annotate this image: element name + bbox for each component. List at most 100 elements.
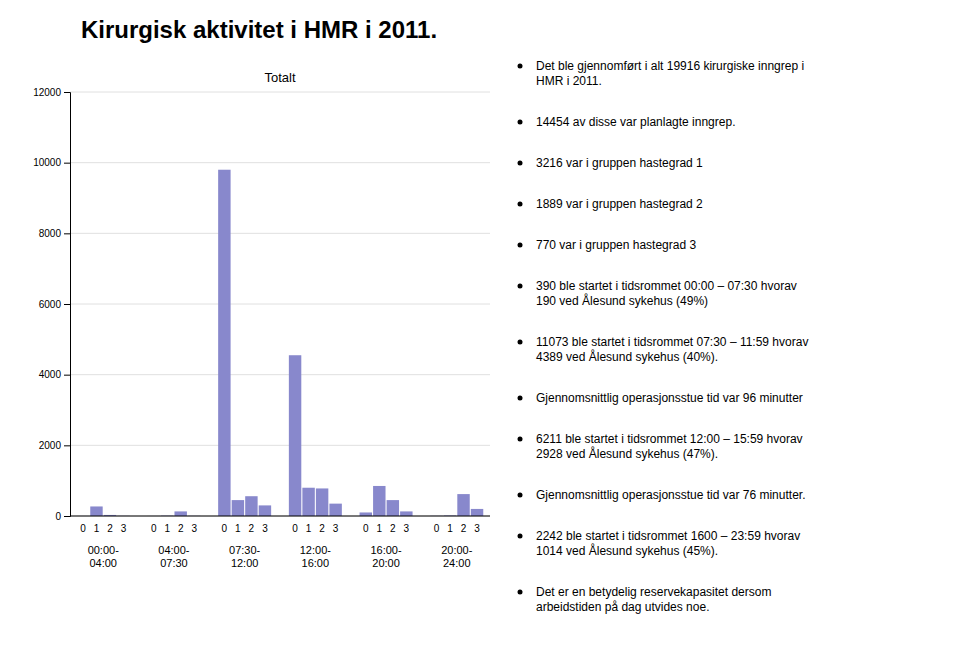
sub-label: 1 (447, 523, 453, 534)
bar (232, 500, 244, 516)
grid-line (70, 233, 490, 234)
sub-label: 1 (235, 523, 241, 534)
group-label-line: 24:00 (443, 557, 471, 569)
y-tick: 0 (55, 511, 70, 522)
bullet-text: 1889 var i gruppen hastegrad 2 (536, 197, 703, 211)
bullet-text-line: 1889 var i gruppen hastegrad 2 (536, 197, 703, 211)
bullet-dot (518, 590, 523, 595)
sub-label: 1 (94, 523, 100, 534)
bullet-text-line: 11073 ble startet i tidsrommet 07:30 – 1… (536, 335, 808, 349)
group-label-line: 00:00- (88, 544, 120, 556)
group-label: 20:00-24:00 (441, 544, 473, 569)
group-label-line: 07:30- (229, 544, 261, 556)
bullet-text-line: 190 ved Ålesund sykehus (49%) (536, 293, 708, 308)
y-tick-mark (64, 445, 70, 446)
grid (70, 92, 490, 516)
sub-label: 1 (164, 523, 170, 534)
bar (387, 500, 399, 516)
sub-label: 1 (306, 523, 312, 534)
sub-label: 3 (404, 523, 410, 534)
y-axis: 0 2000 4000 6000 8000 10000 12000 (33, 87, 70, 522)
y-tick-label: 12000 (33, 87, 61, 98)
bullet-text-line: Gjennomsnittlig operasjonsstue tid var 9… (536, 391, 803, 405)
bullet-dot (518, 437, 523, 442)
y-tick-mark (64, 92, 70, 93)
bullet-text-line: 770 var i gruppen hastegrad 3 (536, 238, 696, 252)
y-tick-label: 2000 (39, 440, 62, 451)
grid-line (70, 445, 490, 446)
group-label: 16:00-20:00 (370, 544, 402, 569)
chart: Kirurgisk aktivitet i HMR i 2011.0200040… (0, 0, 960, 646)
sub-label: 2 (461, 523, 467, 534)
sub-label: 3 (474, 523, 480, 534)
bullet-text: Gjennomsnittlig operasjonsstue tid var 7… (536, 488, 805, 502)
bullet-text-line: 3216 var i gruppen hastegrad 1 (536, 156, 703, 170)
bullet-dot (518, 284, 523, 289)
group-label: 07:30-12:00 (229, 544, 261, 569)
sub-label: 0 (151, 523, 157, 534)
y-tick-label: 8000 (39, 228, 62, 239)
bars (77, 170, 484, 516)
sub-label: 0 (80, 523, 86, 534)
bullet-text: Det er en betydelig reservekapasitet der… (536, 585, 771, 614)
sub-label: 2 (319, 523, 325, 534)
bullet-text: 6211 ble startet i tidsrommet 12:00 – 15… (536, 432, 803, 461)
y-tick-mark (64, 304, 70, 305)
bullet-text-line: 14454 av disse var planlagte inngrep. (536, 115, 735, 129)
y-tick-mark (64, 375, 70, 376)
bullet-text: Det ble gjennomført i alt 19916 kirurgis… (536, 59, 804, 88)
bar (174, 511, 186, 516)
bullet-dot (518, 396, 523, 401)
bullet-text-line: 2928 ved Ålesund sykehus (47%). (536, 446, 718, 461)
y-tick-label: 6000 (39, 299, 62, 310)
grid-line (70, 304, 490, 305)
bar (457, 494, 469, 516)
x-labels: 012300:00-04:00012304:00-07:30012307:30-… (80, 523, 480, 569)
group-label-line: 20:00 (372, 557, 400, 569)
bullet-text: 14454 av disse var planlagte inngrep. (536, 115, 735, 129)
sub-label: 0 (222, 523, 228, 534)
y-tick-mark (64, 516, 70, 517)
bullet-dot (518, 534, 523, 539)
y-tick: 10000 (33, 157, 70, 168)
bullet-text-line: 6211 ble startet i tidsrommet 12:00 – 15… (536, 432, 803, 446)
bar (360, 512, 372, 516)
sub-label: 2 (178, 523, 184, 534)
y-tick: 4000 (39, 369, 70, 380)
y-tick-mark (64, 233, 70, 234)
sub-label: 0 (363, 523, 369, 534)
sub-label: 3 (333, 523, 339, 534)
bar (302, 488, 314, 516)
plot: 020004000600080001000012000012300:00-04:… (33, 87, 490, 569)
bullet-text: 3216 var i gruppen hastegrad 1 (536, 156, 703, 170)
bullet-dot (518, 340, 523, 345)
bullet-text: 11073 ble startet i tidsrommet 07:30 – 1… (536, 335, 808, 364)
y-tick-mark (64, 163, 70, 164)
subtitle: Totalt (264, 70, 295, 85)
grid-line (70, 162, 490, 163)
bar (218, 170, 230, 516)
group-label-line: 16:00- (370, 544, 402, 556)
bullet-text: 2242 ble startet i tidsrommet 1600 – 23:… (536, 529, 800, 558)
y-tick: 12000 (33, 87, 70, 98)
bullet-dot (518, 64, 523, 69)
bullet-text: Gjennomsnittlig operasjonsstue tid var 9… (536, 391, 803, 405)
group-label-line: 04:00 (89, 557, 117, 569)
bullet-points: Det ble gjennomført i alt 19916 kirurgis… (518, 59, 809, 614)
bullet-text-line: 2242 ble startet i tidsrommet 1600 – 23:… (536, 529, 800, 543)
y-tick-label: 4000 (39, 369, 62, 380)
y-tick: 6000 (39, 299, 70, 310)
bullet-text-line: 390 ble startet i tidsrommet 00:00 – 07:… (536, 279, 797, 293)
bullet-text-line: arbeidstiden på dag utvides noe. (536, 600, 709, 614)
x-axis-line (70, 516, 490, 517)
sub-label: 3 (191, 523, 197, 534)
bar (316, 488, 328, 516)
bullet-text-line: 4389 ved Ålesund sykehus (40%). (536, 349, 718, 364)
bar (329, 504, 341, 516)
group-label-line: 07:30 (160, 557, 188, 569)
bullet-dot (518, 161, 523, 166)
bullet-text-line: 1014 ved Ålesund sykehus (45%). (536, 543, 718, 558)
y-tick: 8000 (39, 228, 70, 239)
bar (471, 509, 483, 516)
group-label: 12:00-16:00 (300, 544, 332, 569)
